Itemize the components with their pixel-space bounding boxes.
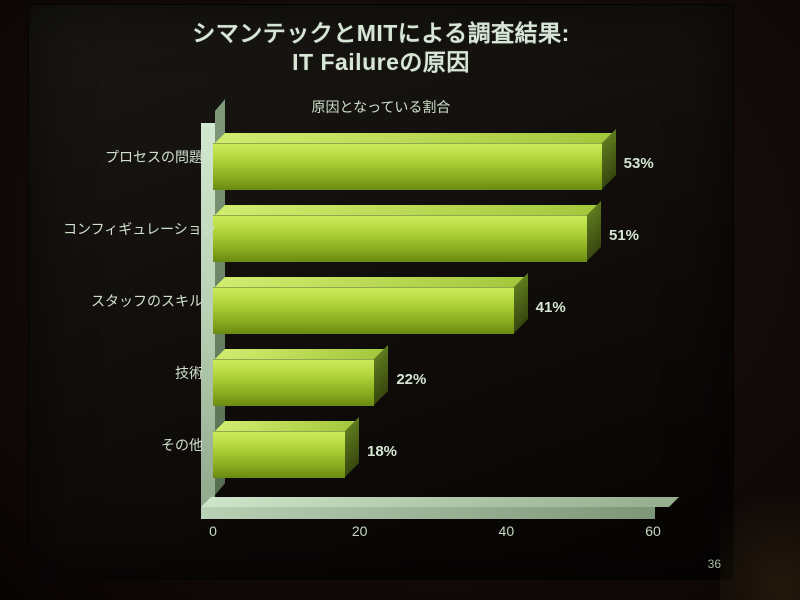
x-tick-label: 40 [499, 523, 515, 539]
x-tick-label: 0 [209, 523, 217, 539]
value-label: 22% [396, 371, 426, 388]
bar-front-face [213, 143, 602, 190]
x-axis-floor-face [201, 507, 655, 519]
category-label: 技術 [63, 363, 203, 383]
title-line-2: IT Failureの原因 [29, 48, 733, 77]
chart-subtitle: 原因となっている割合 [29, 97, 733, 117]
category-label: コンフィギュレーション [63, 219, 203, 239]
photo-frame: シマンテックとMITによる調査結果: IT Failureの原因 原因となってい… [0, 0, 800, 600]
value-label: 41% [536, 299, 566, 316]
value-label: 18% [367, 443, 397, 460]
projected-slide: シマンテックとMITによる調査結果: IT Failureの原因 原因となってい… [28, 4, 734, 580]
slide-title: シマンテックとMITによる調査結果: IT Failureの原因 [29, 19, 733, 77]
bar-front-face [213, 215, 587, 262]
bar-front-face [213, 359, 374, 406]
x-tick-label: 20 [352, 523, 368, 539]
category-label: スタッフのスキル [63, 291, 203, 311]
category-label: プロセスの問題 [63, 147, 203, 167]
x-tick-label: 60 [645, 523, 661, 539]
bar-chart: 0204060 プロセスの問題53%コンフィギュレーション51%スタッフのスキル… [93, 123, 693, 543]
value-label: 51% [609, 227, 639, 244]
bar-front-face [213, 287, 514, 334]
plot-area [213, 133, 653, 503]
value-label: 53% [624, 155, 654, 172]
slide-page-number: 36 [708, 557, 721, 571]
bar-front-face [213, 431, 345, 478]
category-label: その他 [63, 435, 203, 455]
title-line-1: シマンテックとMITによる調査結果: [29, 19, 733, 48]
